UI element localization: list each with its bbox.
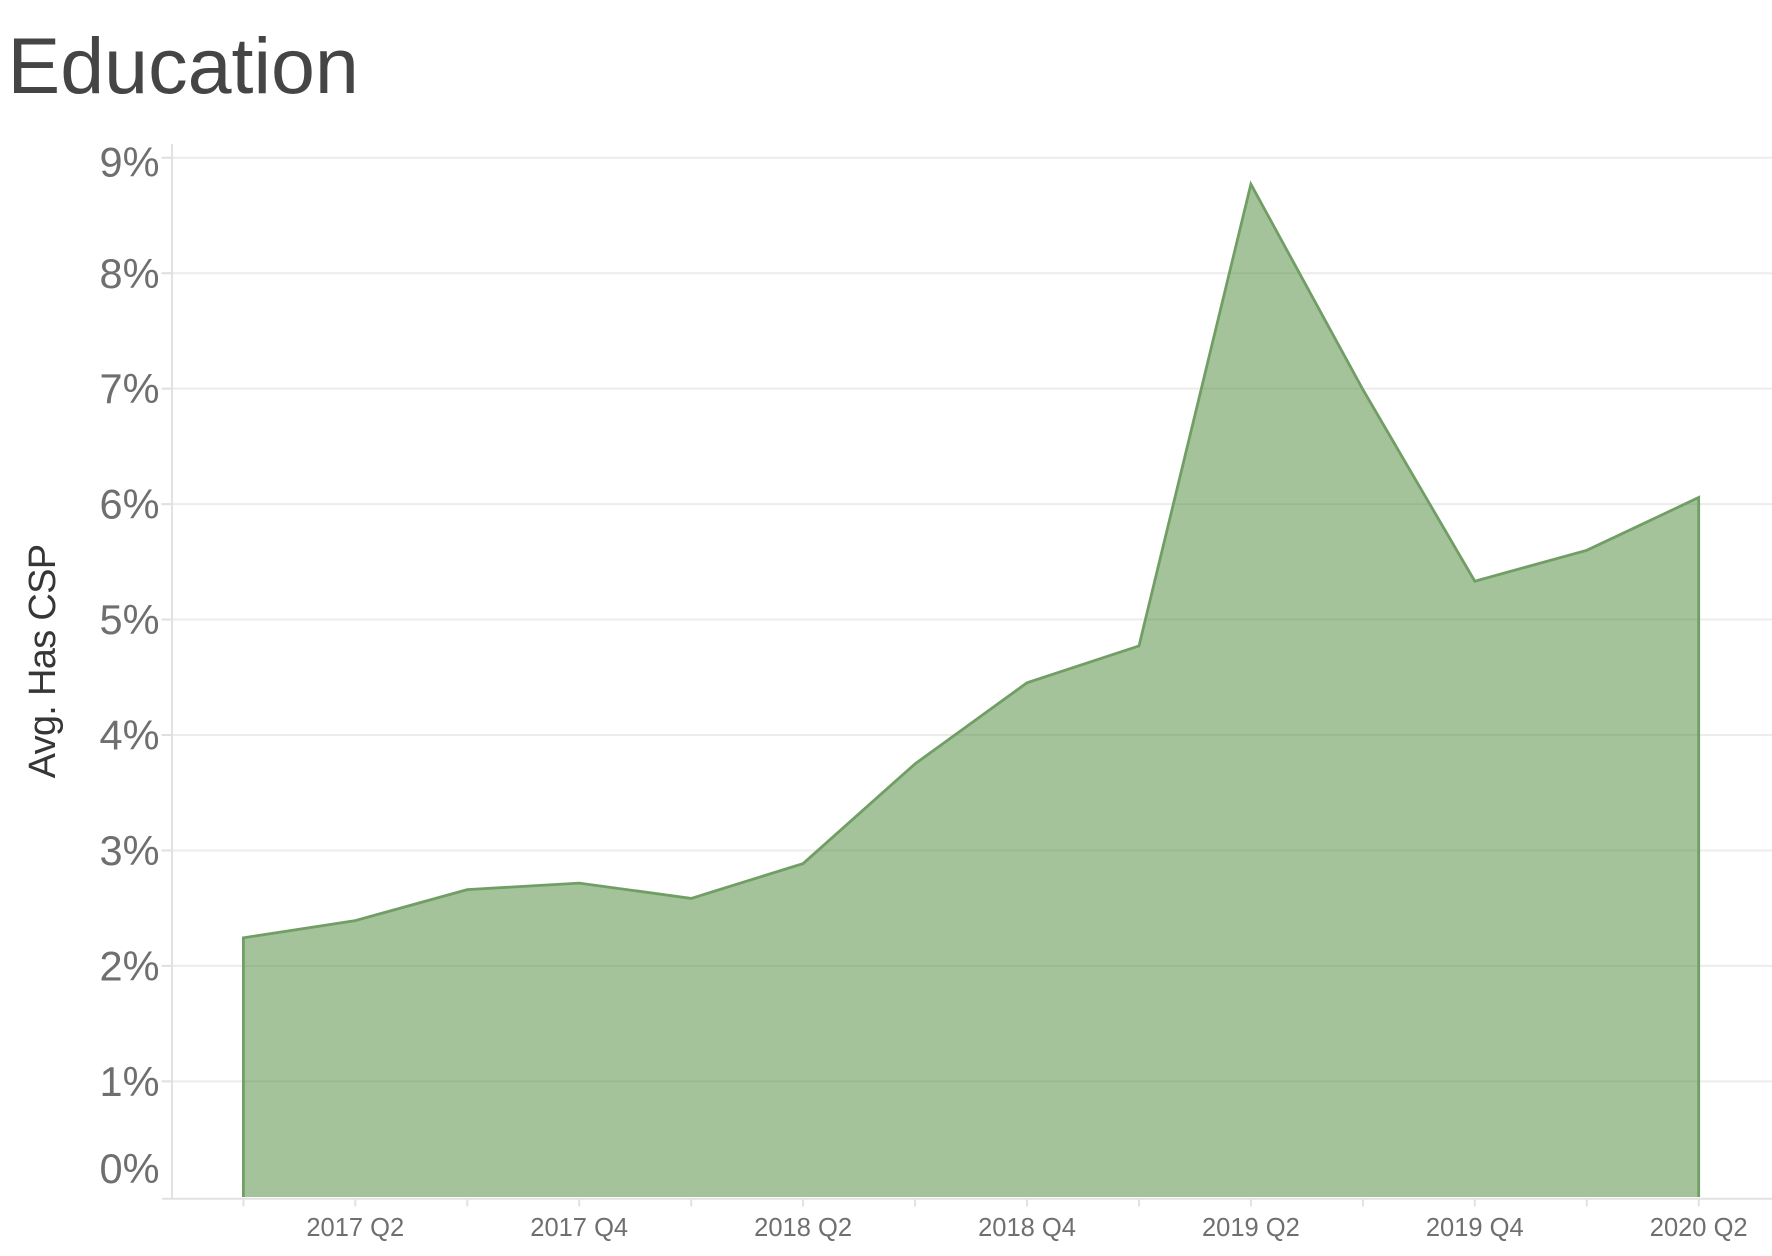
svg-text:Education: Education <box>8 21 359 110</box>
svg-text:7%: 7% <box>100 365 160 412</box>
svg-text:2019 Q4: 2019 Q4 <box>1426 1214 1524 1242</box>
svg-text:3%: 3% <box>100 827 160 874</box>
svg-text:1%: 1% <box>100 1058 160 1105</box>
svg-text:4%: 4% <box>100 712 160 759</box>
svg-text:6%: 6% <box>100 481 160 528</box>
svg-text:2019 Q2: 2019 Q2 <box>1202 1214 1300 1242</box>
svg-text:2017 Q4: 2017 Q4 <box>530 1214 628 1242</box>
svg-text:8%: 8% <box>100 250 160 297</box>
svg-text:2018 Q4: 2018 Q4 <box>978 1214 1076 1242</box>
svg-text:9%: 9% <box>100 138 160 185</box>
svg-text:5%: 5% <box>100 596 160 643</box>
svg-text:Avg. Has CSP: Avg. Has CSP <box>22 545 64 779</box>
svg-text:2020 Q2: 2020 Q2 <box>1650 1214 1748 1242</box>
svg-text:2018 Q2: 2018 Q2 <box>754 1214 852 1242</box>
svg-text:0%: 0% <box>100 1145 160 1192</box>
svg-text:2%: 2% <box>100 943 160 990</box>
svg-text:2017 Q2: 2017 Q2 <box>306 1214 404 1242</box>
